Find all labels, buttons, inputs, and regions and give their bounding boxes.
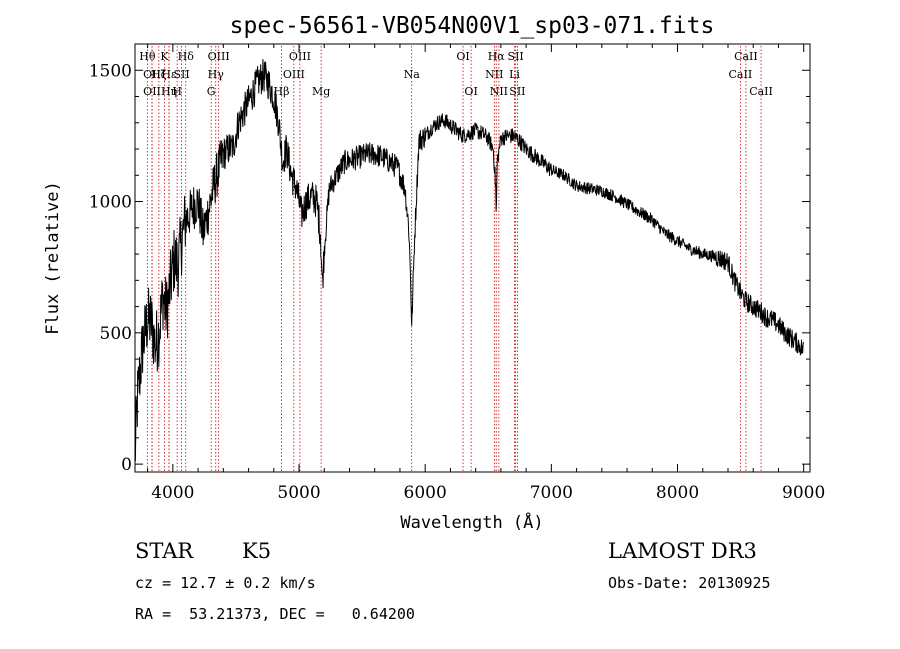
y-tick-label: 0 [121, 455, 132, 475]
object-class: STAR [135, 539, 194, 563]
plot-frame [134, 43, 811, 473]
line-markers [146, 46, 762, 472]
spectral-line-label: OI [464, 85, 477, 98]
spectral-line-label: Hα [488, 50, 506, 63]
x-tick-label: 5000 [277, 483, 320, 503]
x-axis-label: Wavelength (Å) [400, 511, 543, 533]
spectral-line-label: Hδ [178, 50, 195, 63]
y-axis-label: Flux (relative) [43, 181, 63, 335]
spectral-line-label: K [160, 50, 169, 63]
x-tick-label: 4000 [151, 483, 194, 503]
axis-ticks: 4000 5000 6000 7000 8000 9000 0 500 1000 1500 [89, 44, 825, 503]
spectral-line-label: Hβ [274, 85, 290, 98]
spectral-line-label: Mg [312, 85, 330, 98]
y-tick-label: 1000 [89, 193, 132, 213]
spectral-line-label: Hε [161, 68, 177, 81]
spectral-line-label: NII [485, 68, 503, 81]
spectral-line-label: OIII [208, 50, 230, 63]
y-tick-label: 1500 [89, 61, 132, 81]
spectral-line-label: Na [404, 68, 421, 81]
spectral-line-label: SII [509, 85, 525, 98]
spectral-line-label: Hζ [151, 68, 167, 81]
spectral-line-label: Li [509, 68, 520, 81]
survey-name: LAMOST DR3 [608, 539, 757, 563]
coordinates: RA = 53.21373, DEC = 0.64200 [135, 605, 415, 623]
y-tick-label: 500 [100, 324, 132, 344]
spectral-line-label: CaII [734, 50, 758, 63]
spectral-line-label: Hγ [208, 68, 225, 81]
spectral-line-label: OI [456, 50, 469, 63]
redshift-velocity: cz = 12.7 ± 0.2 km/s [135, 574, 316, 592]
x-tick-label: 7000 [530, 483, 573, 503]
spectral-line-label: SII [173, 68, 189, 81]
spectral-line-label: OII [143, 68, 161, 81]
spectral-line-label: CaII [749, 85, 773, 98]
spectral-line-label: NII [490, 85, 508, 98]
spectral-line-label: CaII [729, 68, 753, 81]
spectral-line-label: Hη [161, 85, 177, 98]
object-subclass: K5 [242, 539, 272, 563]
observation-date: Obs-Date: 20130925 [608, 574, 771, 592]
x-tick-label: 9000 [782, 483, 825, 503]
chart-title: spec-56561-VB054N00V1_sp03-071.fits [230, 13, 715, 39]
spectral-line-label: H [172, 85, 182, 98]
x-tick-label: 6000 [404, 483, 447, 503]
spectral-line-label: G [207, 85, 216, 98]
spectral-line-label: OIII [289, 50, 311, 63]
spectral-line-label: OII [143, 85, 161, 98]
x-tick-label: 8000 [656, 483, 699, 503]
spectral-line-label: SII [508, 50, 524, 63]
spectrum-line [134, 59, 804, 462]
spectral-line-label: Hθ [139, 50, 156, 63]
spectral-line-label: OIII [283, 68, 305, 81]
